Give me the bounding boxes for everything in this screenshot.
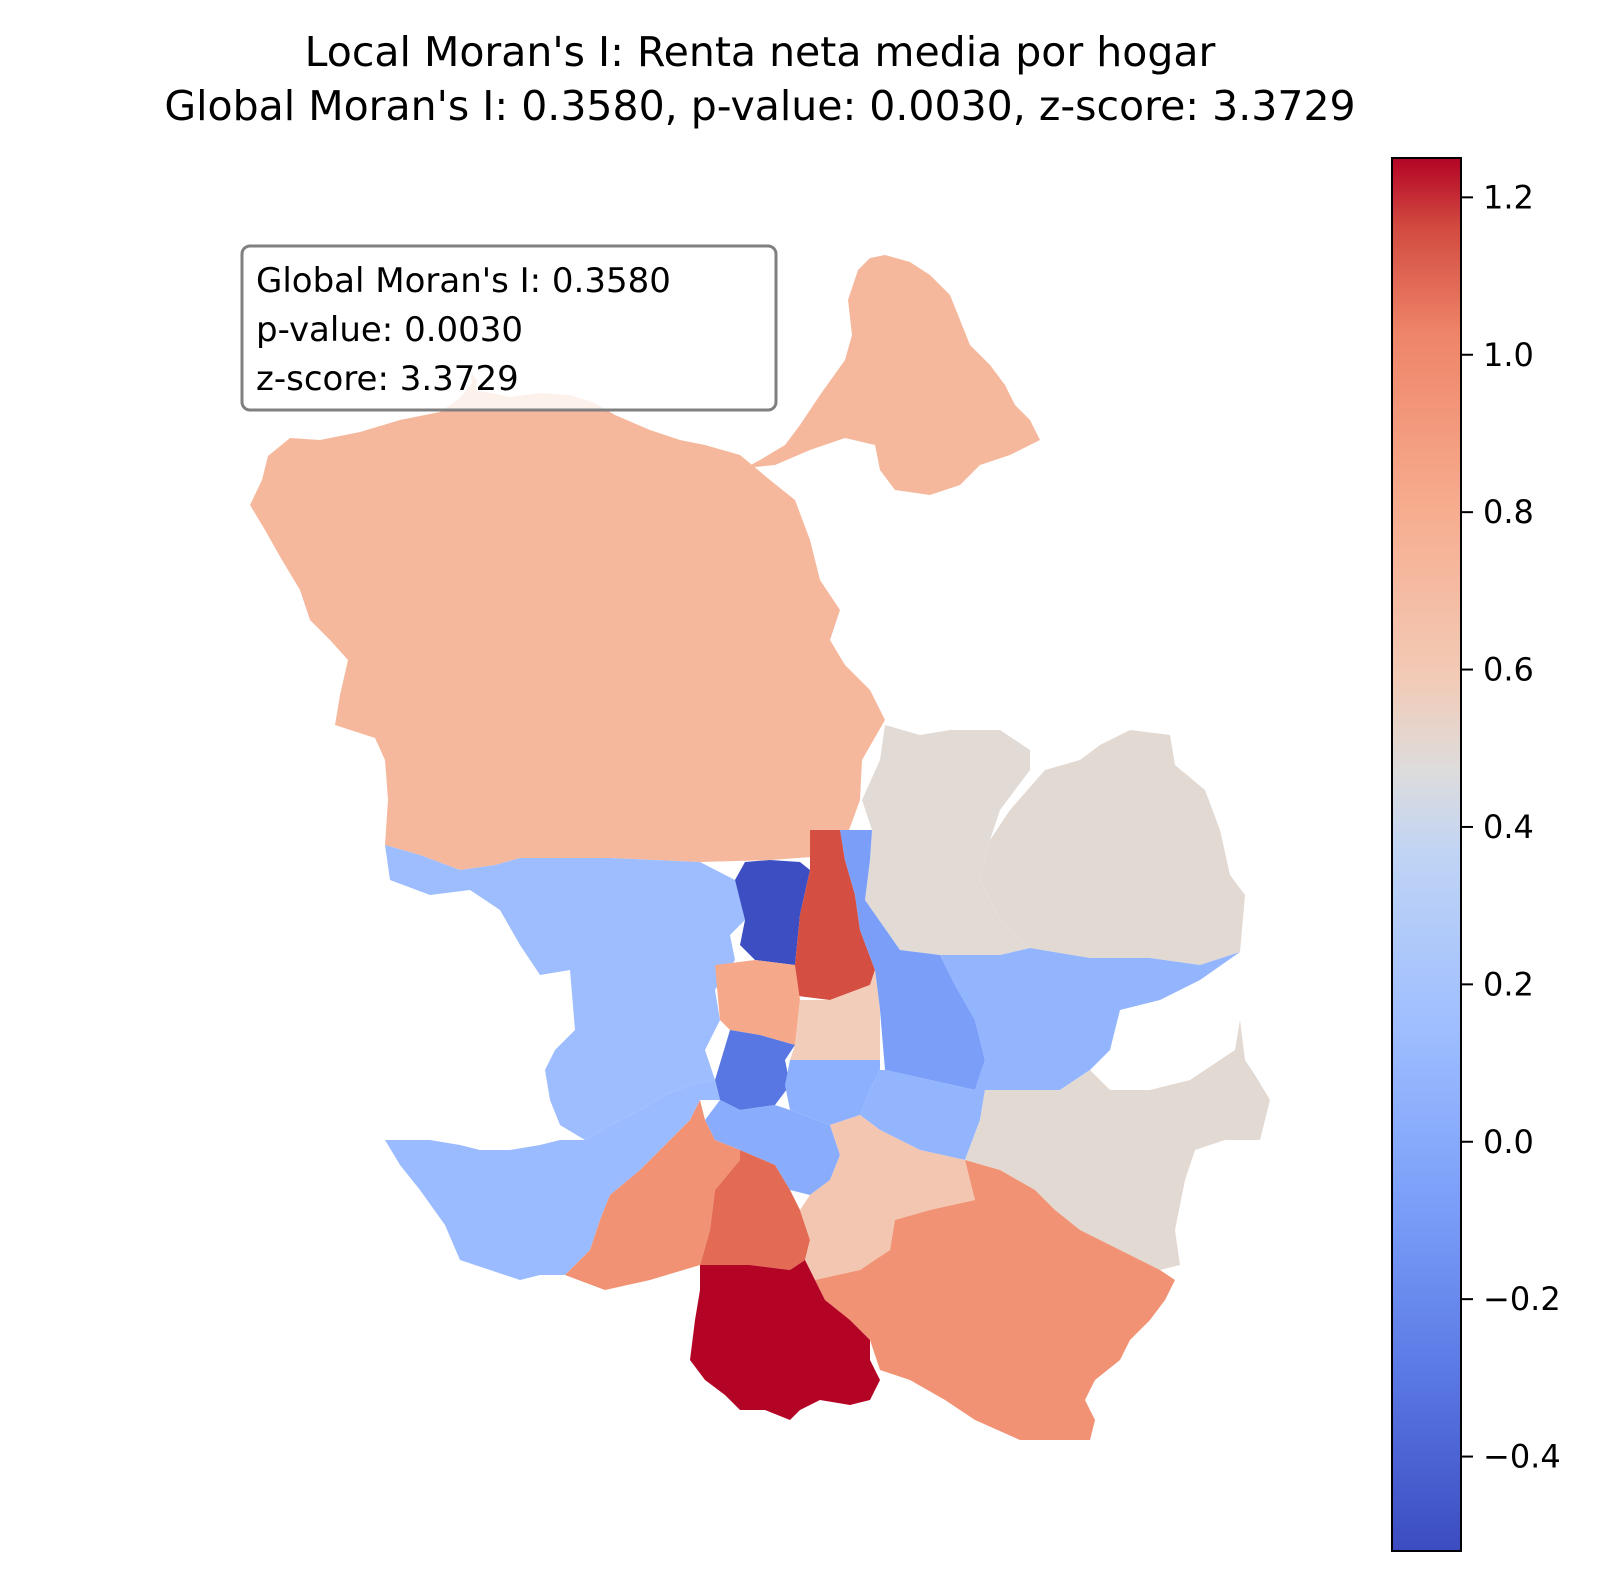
colorbar-tick-label: 0.6 (1483, 651, 1534, 689)
colorbar: 1.2 1.0 0.8 0.6 0.4 0.2 0.0 −0.2 −0.4 (1391, 157, 1561, 1552)
district-arganzuela (705, 1100, 840, 1195)
district-san-blas (940, 948, 1240, 1090)
district-vicalvaro (965, 1020, 1270, 1270)
district-usera (700, 1150, 810, 1270)
district-chamberi (715, 960, 800, 1045)
colorbar-tick-label: −0.2 (1483, 1280, 1561, 1318)
district-centro (715, 1030, 795, 1110)
district-barajas (980, 730, 1245, 965)
chart-title-line1: Local Moran's I: Renta neta media por ho… (305, 28, 1216, 76)
district-carabanchel (565, 1100, 740, 1290)
colorbar-tick-label: 0.8 (1483, 493, 1534, 531)
district-latina (385, 1080, 720, 1280)
district-villaverde (690, 1260, 880, 1420)
district-villa-de-vallecas (815, 1160, 1175, 1440)
district-chamartin (790, 830, 875, 1000)
colorbar-ticks: 1.2 1.0 0.8 0.6 0.4 0.2 0.0 −0.2 −0.4 (1461, 178, 1561, 1476)
stats-box: Global Moran's I: 0.3580 p-value: 0.0030… (240, 244, 778, 412)
district-retiro (785, 1060, 880, 1125)
stats-box-frame (240, 244, 778, 412)
district-hortaleza (862, 725, 1030, 955)
stats-box-pvalue: p-value: 0.0030 (256, 310, 523, 350)
colorbar-gradient (1391, 157, 1462, 1552)
district-moncloa-aravaca (385, 845, 745, 1140)
district-map (250, 255, 1270, 1440)
district-puente-de-vallecas (800, 1115, 975, 1280)
district-moratalaz (860, 1070, 985, 1160)
district-fuencarral-el-pardo-north (745, 255, 1040, 495)
district-tetuan (735, 860, 810, 965)
colorbar-tick-label: 0.0 (1483, 1123, 1534, 1161)
district-ciudad-lineal (840, 830, 985, 1090)
district-fuencarral-el-pardo (250, 372, 885, 870)
colorbar-tick-label: 0.2 (1483, 965, 1534, 1003)
colorbar-tick-label: 1.0 (1483, 336, 1534, 374)
colorbar-tick-label: −0.4 (1483, 1438, 1561, 1476)
stats-box-moran: Global Moran's I: 0.3580 (256, 261, 671, 301)
colorbar-tick-label: 0.4 (1483, 808, 1534, 846)
district-salamanca (790, 970, 880, 1060)
chart-title-line2: Global Moran's I: 0.3580, p-value: 0.003… (164, 82, 1355, 130)
colorbar-tick-label: 1.2 (1483, 178, 1534, 216)
stats-box-zscore: z-score: 3.3729 (256, 359, 519, 399)
